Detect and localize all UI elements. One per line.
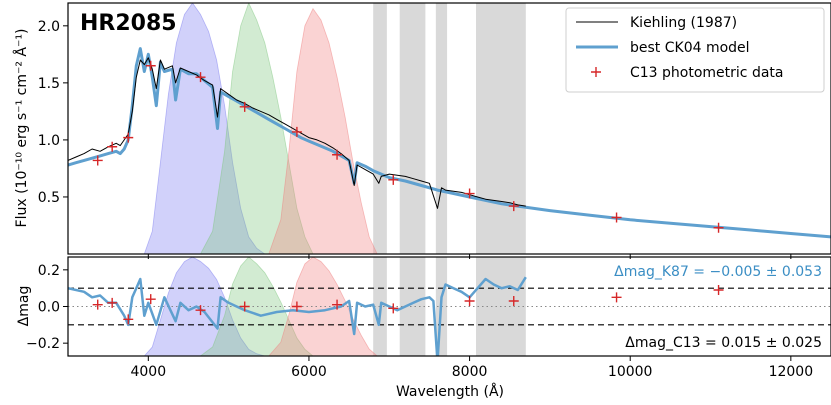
bottom-series [68,276,527,356]
bottom-y-tick-label: 0.2 [38,263,60,279]
photometry-point [332,149,343,160]
photometry-point [464,188,475,199]
top-axes-frame [67,2,831,255]
bottom-gray-bands [373,257,526,356]
photometry-point [107,141,118,152]
x-tick-label: 8000 [452,364,488,380]
residual-photometry-point [145,294,156,305]
x-tick-label: 4000 [130,364,166,380]
photometry-point [713,222,724,233]
filter-curve-bottom-2 [268,257,378,356]
bottom-photometry [92,285,724,325]
residual-photometry-point [92,299,103,310]
gray-band-top-3 [476,3,526,254]
bottom-panel: −0.2 0.0 0.2 Δmag Δmag_K87 = −0.005 ± 0.05… [16,256,831,357]
annotation-k87: Δmag_K87 = −0.005 ± 0.053 [614,264,822,280]
top-y-ticks: 0.5 1.0 1.5 2.0 [38,19,68,206]
top-gray-bands [373,3,526,254]
residual-photometry-point [508,296,519,306]
residual-photometry-point [388,303,399,314]
legend-box [565,7,825,93]
residual-photometry-point [332,299,343,310]
x-tick-label: 12000 [769,364,814,380]
legend-swatch-c13 [591,67,601,77]
legend-label-c13: C13 photometric data [630,65,784,81]
photometry-point [291,126,302,137]
series-residual-line [68,276,527,356]
top-y-tick-label: 2.0 [38,19,60,35]
gray-band-top-1 [399,3,426,254]
x-tick-label: 6000 [291,364,327,380]
x-axis-label: Wavelength (Å) [396,383,504,400]
star-label: HR2085 [80,11,177,36]
series-kiehling-line [68,57,526,209]
legend-label-ck04: best CK04 model [630,40,750,56]
photometry-point [388,174,399,185]
photometry-point [611,212,622,223]
filter-curve-top-2 [268,7,378,254]
photometry-point [145,60,156,71]
bottom-y-axis-label: Δmag [16,286,32,327]
residual-photometry-point [611,292,622,303]
gray-band-top-2 [435,3,448,254]
bottom-filter-curves [143,257,378,356]
top-series [68,47,831,239]
photometry-point [195,72,206,83]
photometry-point [123,132,134,143]
filter-curve-top-1 [200,3,314,254]
filter-curve-bottom-1 [199,257,314,356]
residual-photometry-point [195,305,206,316]
photometry-point [92,155,103,166]
top-panel: 0.5 1.0 1.5 2.0 HR2085 Flux (10⁻¹⁰ erg s⁻¹ … [13,2,831,255]
top-y-tick-label: 1.0 [38,133,60,149]
top-y-tick-label: 0.5 [38,190,60,206]
bottom-y-tick-label: −0.2 [26,336,60,352]
bottom-y-ticks: −0.2 0.0 0.2 [26,263,68,352]
gray-band-top-0 [373,3,387,254]
filter-curve-top-0 [143,3,266,254]
photometry-point [508,201,519,212]
x-tick-label: 10000 [608,364,653,380]
top-filter-curves [143,3,378,254]
x-ticks: 4000 6000 8000 10000 12000 [130,254,813,380]
residual-photometry-point [123,314,134,325]
residual-photometry-point [239,301,250,312]
series-ck04-line [68,47,831,239]
photometry-point [239,101,250,112]
residual-photometry-point [107,297,118,308]
top-y-tick-label: 1.5 [38,76,60,92]
top-photometry [92,60,724,233]
residual-photometry-point [464,296,475,306]
top-y-axis-label: Flux (10⁻¹⁰ erg s⁻¹ cm⁻² Å⁻¹) [13,29,30,228]
bottom-y-tick-label: 0.0 [38,300,60,316]
residual-photometry-point [291,301,302,312]
legend-label-kiehling: Kiehling (1987) [630,15,737,31]
residual-photometry-point [713,285,724,295]
annotation-c13: Δmag_C13 = 0.015 ± 0.025 [625,335,822,351]
legend: Kiehling (1987) best CK04 model C13 phot… [565,7,825,93]
